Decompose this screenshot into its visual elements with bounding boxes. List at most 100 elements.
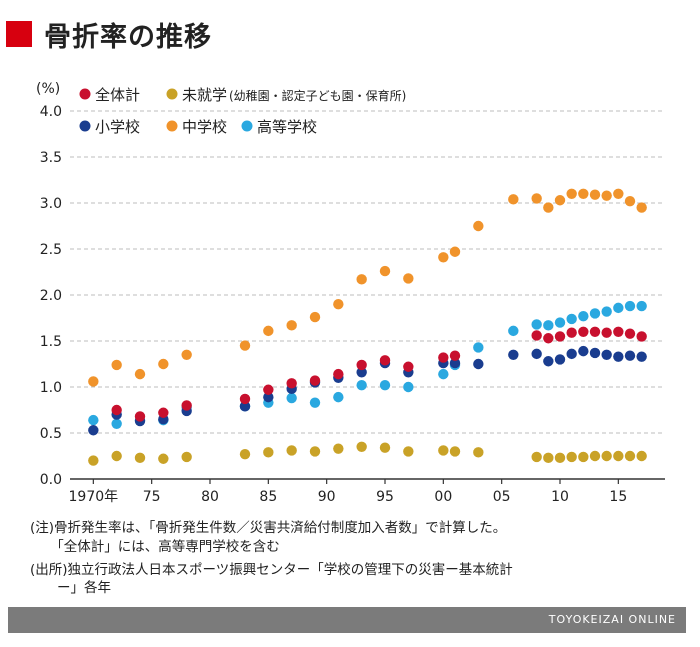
- data-point: [589, 308, 601, 319]
- note-line-1: (注)骨折発生率は、「骨折発生件数／災害共済給付制度加入者数」で計算した。: [30, 520, 507, 536]
- data-point: [333, 391, 344, 403]
- y-axis-ticks: 0.0 0.5 1.0 1.5 2.0 2.5 3.0 3.5 4.0: [40, 104, 62, 488]
- legend-label: 未就学: [182, 86, 227, 104]
- note-line-2: 「全体計」には、高等専門学校を含む: [30, 539, 280, 555]
- data-point: [566, 327, 577, 338]
- data-point: [531, 319, 542, 330]
- data-point: [578, 326, 589, 337]
- data-point: [239, 340, 251, 351]
- data-point: [578, 451, 589, 463]
- data-point: [636, 331, 647, 342]
- data-point: [543, 452, 554, 464]
- data-point: [309, 311, 321, 323]
- data-point: [286, 392, 297, 404]
- data-point: [508, 325, 519, 337]
- data-point: [578, 345, 589, 357]
- data-point: [554, 452, 566, 464]
- x-tick-label: 10: [551, 489, 569, 505]
- x-tick-label: 1970年: [69, 489, 119, 505]
- data-point: [356, 379, 367, 391]
- data-point: [543, 333, 554, 344]
- data-point: [613, 188, 624, 199]
- x-tick-label: 85: [259, 489, 277, 505]
- data-point: [589, 326, 601, 337]
- data-point: [624, 300, 636, 312]
- legend-label: 高等学校: [257, 118, 317, 136]
- data-point: [613, 326, 624, 337]
- data-point: [134, 368, 146, 380]
- x-tick-label: 75: [143, 489, 161, 505]
- x-axis-ticks: 1970年 75 80 85 90 95 00 05 10 15: [69, 479, 627, 505]
- chart: 0.0 0.5 1.0 1.5 2.0 2.5 3.0 3.5 4.0 1970年 75 80 85 9…: [36, 81, 665, 505]
- data-point: [158, 453, 169, 464]
- data-point: [181, 349, 192, 360]
- data-point: [286, 378, 297, 389]
- y-tick-label: 2.5: [40, 242, 62, 258]
- y-tick-label: 4.0: [40, 104, 62, 120]
- data-point: [543, 320, 554, 331]
- x-tick-label: 00: [434, 489, 452, 505]
- y-tick-label: 1.0: [40, 380, 62, 396]
- data-point: [134, 411, 146, 422]
- data-point: [111, 418, 122, 429]
- data-point: [403, 446, 414, 457]
- data-point: [449, 350, 461, 361]
- data-point: [403, 273, 414, 284]
- data-point: [111, 359, 122, 371]
- data-point: [566, 188, 577, 199]
- data-point: [601, 349, 612, 360]
- legend-marker: [166, 88, 178, 100]
- legend-label: 小学校: [95, 118, 140, 136]
- data-point: [379, 265, 391, 277]
- data-point: [566, 348, 577, 360]
- data-point: [263, 325, 274, 337]
- data-point: [554, 317, 566, 328]
- data-point: [309, 375, 321, 386]
- data-point: [134, 452, 146, 464]
- data-point: [566, 451, 577, 463]
- data-point: [636, 300, 647, 312]
- data-point: [333, 299, 344, 310]
- data-point: [181, 400, 192, 411]
- data-point: [449, 357, 461, 369]
- data-point: [239, 448, 251, 460]
- data-point: [601, 450, 612, 462]
- x-tick-label: 15: [609, 489, 627, 505]
- legend-label: 全体計: [95, 86, 140, 104]
- data-point: [554, 331, 566, 342]
- data-point: [286, 320, 297, 331]
- data-point: [158, 407, 169, 418]
- data-point: [531, 451, 542, 463]
- y-tick-label: 0.5: [40, 426, 62, 442]
- data-point: [438, 252, 449, 263]
- legend-marker: [79, 88, 91, 100]
- data-point: [613, 450, 624, 462]
- y-tick-label: 3.5: [40, 150, 62, 166]
- data-point: [578, 188, 589, 199]
- series-4: [88, 300, 647, 429]
- data-point: [449, 446, 461, 457]
- legend-marker: [79, 120, 91, 132]
- data-point: [636, 351, 647, 362]
- data-point: [473, 447, 484, 458]
- legend-note: (幼稚園・認定子ども園・保育所): [229, 88, 406, 103]
- data-point: [309, 397, 321, 408]
- data-point: [181, 451, 192, 463]
- data-point: [356, 367, 367, 378]
- legend: 全体計 未就学 (幼稚園・認定子ども園・保育所) 小学校 中学校 高等学校: [79, 86, 406, 136]
- data-point: [473, 342, 484, 353]
- footer-bar: TOYOKEIZAI ONLINE: [8, 607, 686, 633]
- data-point: [624, 450, 636, 462]
- data-point: [88, 425, 99, 436]
- data-point: [438, 368, 449, 380]
- series-1: [88, 441, 647, 466]
- series-3: [88, 188, 647, 387]
- data-point: [438, 445, 449, 456]
- data-point: [379, 355, 391, 366]
- series-2: [88, 345, 647, 436]
- data-point: [624, 195, 636, 207]
- data-point: [543, 202, 554, 213]
- data-point: [624, 350, 636, 361]
- data-point: [566, 313, 577, 325]
- data-point: [356, 441, 367, 452]
